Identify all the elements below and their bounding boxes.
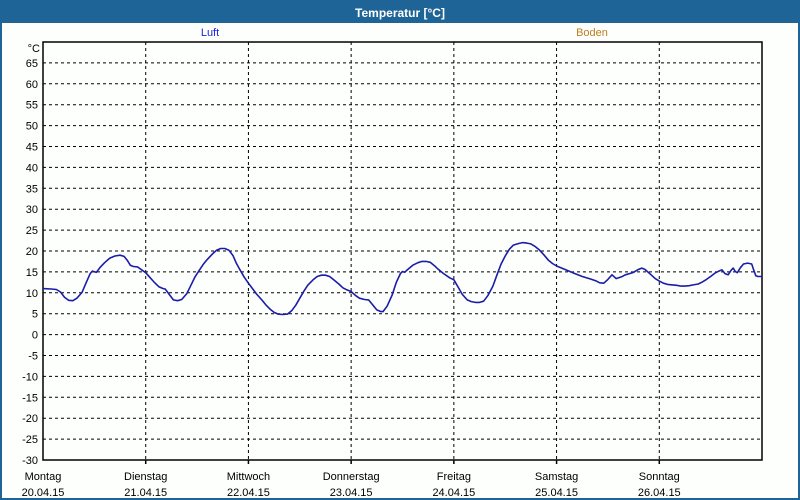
y-tick-label: 55 (26, 100, 38, 112)
x-date-label: 24.04.15 (432, 487, 475, 499)
x-date-label: 23.04.15 (330, 487, 373, 499)
legend-luft-label: Luft (200, 27, 220, 39)
x-day-label: Samstag (535, 471, 578, 483)
y-axis-unit-label: °C (28, 43, 40, 55)
x-day-label: Donnerstag (323, 471, 380, 483)
plot-frame (42, 41, 763, 461)
x-date-label: 20.04.15 (22, 487, 65, 499)
x-date-label: 22.04.15 (227, 487, 270, 499)
x-date-label: 25.04.15 (535, 487, 578, 499)
y-tick-label: -20 (22, 413, 38, 425)
x-day-label: Sonntag (639, 471, 680, 483)
y-tick-label: 20 (26, 246, 38, 258)
series-line-luft (42, 241, 763, 316)
y-tick-label: 60 (26, 79, 38, 91)
x-date-label: 26.04.15 (638, 487, 681, 499)
y-tick-label: -25 (22, 434, 38, 446)
y-tick-label: 10 (26, 288, 38, 300)
y-tick-label: 45 (26, 142, 38, 154)
y-tick-label: -15 (22, 392, 38, 404)
window-title: Temperatur [°C] (355, 5, 445, 20)
y-tick-label: -10 (22, 371, 38, 383)
y-tick-label: 15 (26, 267, 38, 279)
y-tick-label: 50 (26, 121, 38, 133)
y-tick-label: 30 (26, 204, 38, 216)
y-tick-label: -30 (22, 455, 38, 467)
y-tick-label: 0 (32, 330, 38, 342)
x-date-label: 21.04.15 (124, 487, 167, 499)
x-day-label: Dienstag (124, 471, 167, 483)
y-tick-label: 35 (26, 183, 38, 195)
window-titlebar: Temperatur [°C] (2, 2, 798, 23)
x-day-label: Montag (25, 471, 62, 483)
y-tick-label: 25 (26, 225, 38, 237)
x-day-label: Mittwoch (227, 471, 270, 483)
y-tick-label: -5 (28, 351, 38, 363)
x-day-label: Freitag (437, 471, 471, 483)
y-tick-label: 5 (32, 309, 38, 321)
y-tick-label: 40 (26, 162, 38, 174)
legend-boden-label: Boden (576, 27, 608, 39)
y-tick-label: 65 (26, 58, 38, 70)
